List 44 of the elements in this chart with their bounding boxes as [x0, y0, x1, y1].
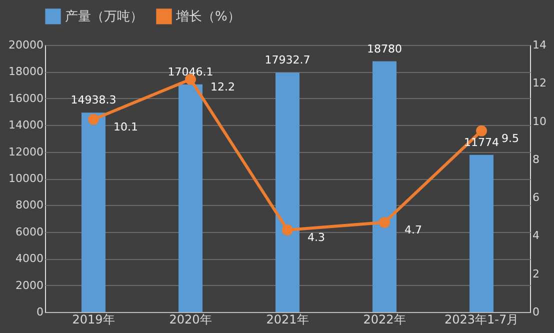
point: [88, 114, 99, 125]
bar: [276, 72, 300, 312]
y-tick-label: 18000: [8, 65, 44, 78]
y-tick-label: 2000: [16, 278, 44, 292]
y2-tick-label: 2: [532, 267, 540, 280]
y-tick-label: 14000: [8, 118, 44, 132]
y2-tick-label: 4: [532, 229, 540, 242]
data-label: 17932.7: [264, 54, 310, 67]
data-label: 14938.3: [70, 94, 116, 107]
y-tick-label: 0: [36, 306, 44, 318]
legend-label: 产量（万吨）: [65, 9, 143, 24]
y-tick-label: 12000: [8, 145, 44, 158]
data-label: 12.2: [210, 80, 235, 94]
y-tick-label: 16000: [8, 92, 44, 105]
y-tick-label: 4000: [16, 252, 44, 266]
y2-tick-label: 12: [532, 76, 546, 90]
y-tick-label: 10000: [8, 172, 44, 185]
y2-tick-label: 8: [532, 152, 540, 166]
legend-label: 增长（%）: [175, 9, 240, 24]
y2-tick-label: 0: [532, 306, 540, 318]
y-tick-label: 6000: [16, 225, 44, 238]
bar: [372, 61, 396, 312]
bar: [178, 84, 202, 312]
x-tick-label: 2022年: [363, 312, 406, 326]
bar: [470, 154, 494, 312]
data-label: 4.3: [308, 230, 325, 244]
data-label: 17046.1: [168, 65, 214, 78]
data-label: 9.5: [502, 132, 519, 145]
point: [282, 224, 293, 236]
x-tick-label: 2019年: [72, 312, 115, 326]
point: [379, 216, 390, 228]
y-tick-label: 8000: [16, 198, 44, 212]
point: [476, 125, 487, 136]
x-tick-label: 2021年: [266, 312, 309, 326]
bar: [82, 112, 106, 312]
x-tick-label: 2020年: [169, 312, 212, 326]
y2-tick-label: 10: [532, 114, 546, 128]
y-tick-label: 20000: [8, 38, 44, 52]
data-label: 10.1: [114, 120, 138, 134]
y2-tick-label: 14: [532, 38, 546, 52]
data-label: 18780: [367, 42, 402, 56]
x-tick-label: 2023年1-7月: [444, 312, 519, 326]
data-label: 4.7: [404, 223, 422, 236]
y2-tick-label: 6: [532, 191, 540, 204]
